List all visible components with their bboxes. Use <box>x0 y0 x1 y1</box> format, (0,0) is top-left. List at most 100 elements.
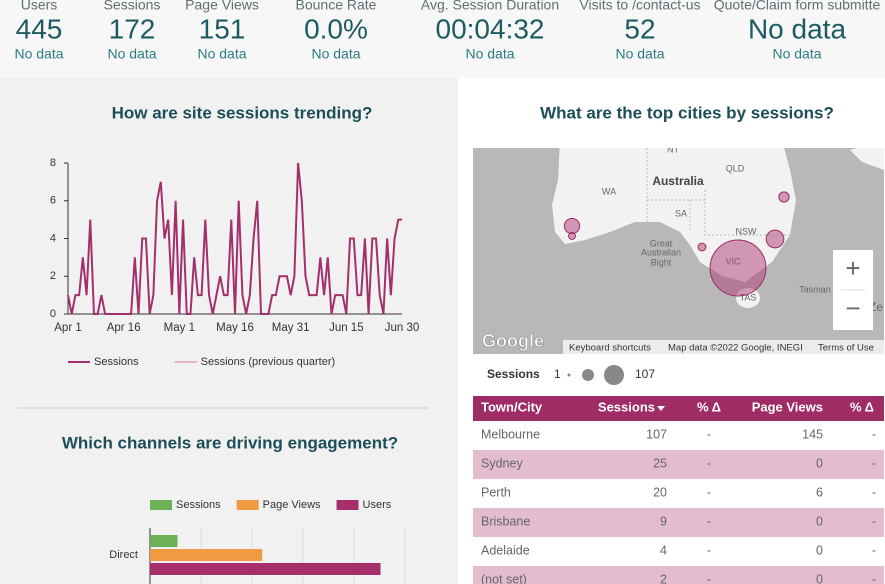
column-header: Sessions <box>598 399 655 414</box>
map-legend-dot <box>604 365 624 385</box>
table-cell: (not set) <box>481 572 527 584</box>
legend-label: Page Views <box>263 499 321 511</box>
zoom-out[interactable]: − <box>845 293 860 323</box>
table-cell: 4 <box>660 543 667 557</box>
table-cell: - <box>872 514 876 528</box>
table-row <box>473 537 884 566</box>
y-tick-label: 4 <box>50 232 56 244</box>
table-cell: - <box>707 485 711 499</box>
legend-swatch <box>236 500 259 510</box>
scorecard-value: 52 <box>624 13 655 44</box>
table-cell: - <box>707 427 711 441</box>
legend-swatch <box>150 500 172 510</box>
map: NT QLD WA Australia SA Great Australian … <box>473 144 884 354</box>
table-cell: 145 <box>802 427 823 441</box>
table-cell: - <box>872 427 876 441</box>
map-label: Great <box>650 238 673 248</box>
left-panel <box>0 78 458 584</box>
map-label: Bight <box>651 257 672 267</box>
bar <box>150 549 263 561</box>
map-link[interactable]: Keyboard shortcuts <box>569 343 651 354</box>
scorecard-label: Bounce Rate <box>296 0 377 13</box>
chart-title: How are site sessions trending? <box>112 103 373 122</box>
map-label: NT <box>667 144 679 154</box>
table-cell: 107 <box>646 427 667 441</box>
scorecard-delta: No data <box>14 46 63 62</box>
map-bubble <box>778 191 790 203</box>
column-header: % Δ <box>697 399 721 414</box>
table-cell: 0 <box>816 456 823 470</box>
x-tick-label: Jun 15 <box>329 322 364 334</box>
legend-label: Sessions (previous quarter) <box>201 356 336 368</box>
column-header: % Δ <box>850 399 874 414</box>
attribution-bar <box>563 340 884 354</box>
map-link[interactable]: Terms of Use <box>818 343 874 354</box>
x-tick-label: Jun 30 <box>385 322 420 334</box>
table-cell: 0 <box>816 514 823 528</box>
scorecard-delta: No data <box>772 46 821 62</box>
column-header: Page Views <box>752 399 823 414</box>
map-legend-dot <box>567 373 571 377</box>
table-cell: - <box>872 572 876 584</box>
map-legend-min: 1 <box>554 367 561 381</box>
land <box>850 148 884 170</box>
scorecard-label: Page Views <box>185 0 259 13</box>
table-cell: Melbourne <box>481 427 540 441</box>
map-label: Australia <box>652 174 704 188</box>
chart-title: Which channels are driving engagement? <box>62 433 398 452</box>
scorecard-delta: No data <box>197 46 246 62</box>
table-header <box>473 396 884 421</box>
scorecard-delta: No data <box>107 46 156 62</box>
table-row <box>473 566 884 584</box>
border <box>646 148 790 236</box>
y-tick-label: 8 <box>50 157 56 169</box>
sort-icon <box>657 406 665 411</box>
map-bubble <box>709 239 767 297</box>
bar <box>150 535 178 547</box>
legend-label: Sessions <box>176 499 221 511</box>
map-attribution: Map data ©2022 Google, INEGI <box>668 343 803 354</box>
table-cell: 25 <box>653 456 667 470</box>
scorecard-delta: No data <box>615 46 664 62</box>
y-tick-label: 0 <box>50 308 56 320</box>
map-legend-max: 107 <box>635 367 655 381</box>
x-tick-label: May 16 <box>216 322 254 334</box>
map-legend-title: Sessions <box>487 367 540 381</box>
table-cell: - <box>707 456 711 470</box>
scorecard-value: 00:04:32 <box>436 13 545 44</box>
map-label: QLD <box>726 163 745 173</box>
table-cell: Perth <box>481 485 511 499</box>
map-legend-dot <box>582 369 594 381</box>
table-cell: - <box>872 456 876 470</box>
table-cell: 20 <box>653 485 667 499</box>
map-label: TAS <box>740 292 757 302</box>
table-cell: - <box>707 514 711 528</box>
legend-label: Users <box>363 499 392 511</box>
table-cell: 2 <box>660 572 667 584</box>
map-label: NSW <box>736 226 758 236</box>
chart-title: What are the top cities by sessions? <box>540 103 834 122</box>
scorecard-label: Avg. Session Duration <box>421 0 559 13</box>
table-cell: - <box>707 572 711 584</box>
scorecard-label: Sessions <box>104 0 161 13</box>
zoom-in[interactable]: + <box>845 253 860 283</box>
map-bubble <box>563 217 581 235</box>
x-tick-label: Apr 16 <box>107 322 141 334</box>
table-cell: 9 <box>660 514 667 528</box>
table-cell: - <box>872 543 876 557</box>
table-row <box>473 450 884 479</box>
map-label: WA <box>602 186 616 196</box>
bar <box>150 563 381 575</box>
x-tick-label: Apr 1 <box>54 322 82 334</box>
table-row <box>473 421 884 450</box>
table-cell: 0 <box>816 572 823 584</box>
table-cell: Adelaide <box>481 543 530 557</box>
table-row <box>473 508 884 537</box>
table-cell: Sydney <box>481 456 523 470</box>
scorecard-value: 172 <box>109 13 156 44</box>
scorecard-delta: No data <box>311 46 360 62</box>
scorecard-value: 445 <box>16 13 63 44</box>
scorecard-value: 151 <box>199 13 246 44</box>
table-cell: 0 <box>816 543 823 557</box>
y-tick-label: 2 <box>50 270 56 282</box>
